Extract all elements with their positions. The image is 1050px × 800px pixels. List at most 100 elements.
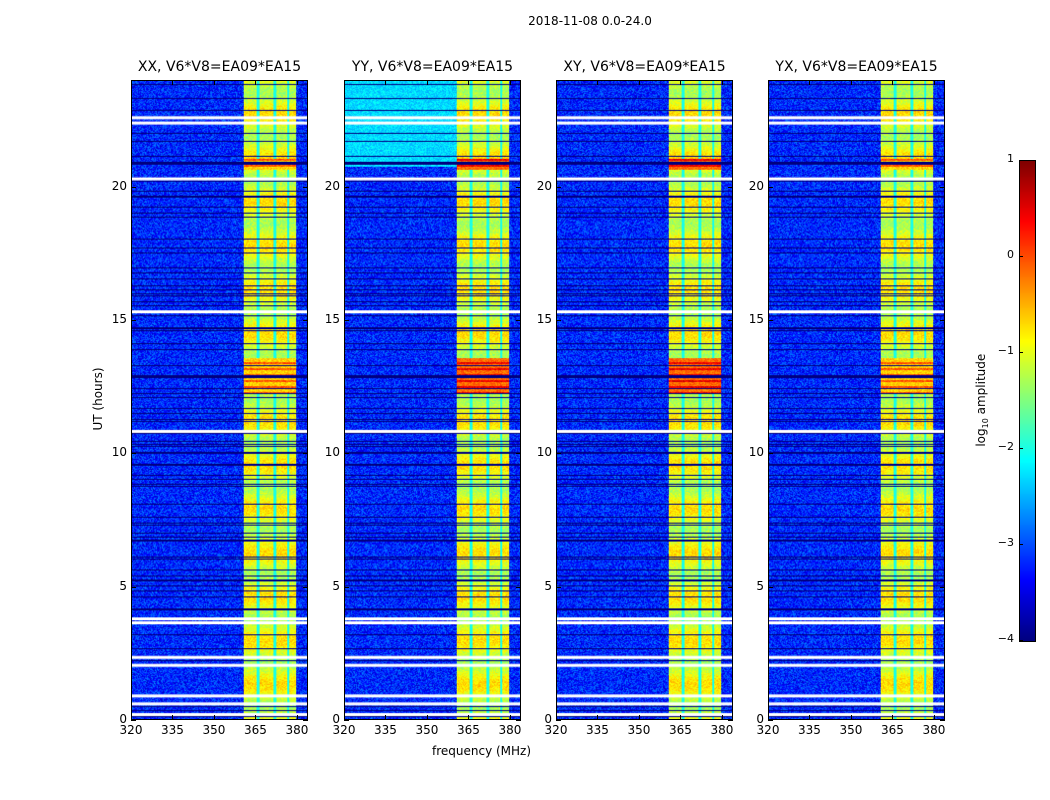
x-tick-mark bbox=[255, 715, 257, 720]
x-tick-label: 365 bbox=[881, 723, 904, 737]
y-tick-mark bbox=[556, 320, 561, 321]
x-tick-mark bbox=[638, 80, 640, 85]
x-tick-label: 380 bbox=[498, 723, 522, 737]
x-tick-mark bbox=[597, 715, 599, 720]
x-tick-mark bbox=[509, 715, 511, 720]
y-tick-mark bbox=[768, 186, 773, 188]
y-tick-mark bbox=[344, 186, 349, 188]
y-tick-mark bbox=[940, 186, 945, 188]
x-tick-mark bbox=[850, 715, 852, 720]
x-tick-label: 335 bbox=[798, 723, 821, 737]
y-tick-mark bbox=[940, 586, 945, 588]
heatmap-xy bbox=[556, 80, 733, 720]
x-tick-mark bbox=[680, 80, 682, 85]
x-tick-label: 335 bbox=[374, 723, 397, 737]
colorbar-tick-label: −4 bbox=[997, 632, 1014, 645]
panel-title: XX, V6*V8=EA09*EA15 bbox=[137, 59, 302, 75]
y-tick-mark bbox=[131, 586, 136, 588]
x-tick-label: 350 bbox=[202, 723, 226, 737]
y-axis-label: UT (hours) bbox=[91, 367, 105, 431]
x-tick-label: 350 bbox=[627, 723, 651, 737]
x-tick-label: 380 bbox=[285, 723, 309, 737]
x-tick-label: 320 bbox=[119, 723, 143, 737]
x-tick-mark bbox=[385, 715, 387, 720]
y-tick-mark bbox=[344, 453, 349, 455]
x-tick-mark bbox=[556, 715, 557, 720]
y-tick-label: 10 bbox=[536, 445, 552, 460]
x-tick-mark bbox=[296, 715, 298, 720]
figure-suptitle: 2018-11-08 0.0-24.0 bbox=[528, 14, 652, 28]
colorbar-tick-label: −1 bbox=[997, 344, 1014, 357]
y-tick-mark bbox=[940, 453, 945, 455]
heatmap-yy bbox=[344, 80, 521, 720]
y-tick-label: 10 bbox=[111, 445, 127, 460]
x-tick-label: 380 bbox=[922, 723, 946, 737]
x-tick-mark bbox=[255, 80, 257, 85]
x-tick-mark bbox=[680, 715, 682, 720]
x-axis-label: frequency (MHz) bbox=[432, 744, 532, 758]
y-tick-label: 20 bbox=[111, 178, 127, 193]
y-tick-mark bbox=[344, 320, 349, 321]
y-tick-mark bbox=[344, 720, 349, 721]
colorbar-tick-mark bbox=[1019, 544, 1023, 545]
y-tick-label: 10 bbox=[324, 445, 340, 460]
panel-title: YY, V6*V8=EA09*EA15 bbox=[351, 59, 514, 75]
y-tick-mark bbox=[344, 586, 349, 588]
y-tick-label: 20 bbox=[536, 178, 552, 193]
y-tick-mark bbox=[131, 720, 136, 721]
colorbar-tick-mark bbox=[1019, 640, 1023, 641]
x-tick-mark bbox=[850, 80, 852, 85]
y-tick-label: 0 bbox=[119, 712, 127, 726]
x-tick-label: 350 bbox=[415, 723, 439, 737]
y-tick-mark bbox=[768, 720, 773, 721]
colorbar-tick-label: 0 bbox=[1007, 248, 1014, 261]
y-tick-mark bbox=[556, 720, 561, 721]
y-tick-mark bbox=[303, 186, 308, 188]
x-tick-mark bbox=[131, 715, 132, 720]
x-tick-mark bbox=[721, 715, 723, 720]
colorbar-tick-label: 1 bbox=[1007, 152, 1014, 165]
colorbar-tick-mark bbox=[1019, 448, 1023, 449]
y-tick-mark bbox=[303, 586, 308, 588]
y-tick-label: 0 bbox=[544, 712, 552, 726]
y-tick-label: 5 bbox=[332, 578, 340, 593]
x-tick-mark bbox=[296, 80, 298, 85]
x-tick-mark bbox=[768, 715, 769, 720]
x-tick-mark bbox=[172, 80, 174, 85]
x-tick-mark bbox=[172, 715, 174, 720]
x-tick-mark bbox=[213, 715, 215, 720]
x-tick-mark bbox=[892, 715, 894, 720]
colorbar-tick-label: −2 bbox=[997, 440, 1014, 453]
x-tick-mark bbox=[426, 715, 428, 720]
y-tick-label: 10 bbox=[748, 445, 764, 460]
x-tick-mark bbox=[213, 80, 215, 85]
x-tick-mark bbox=[809, 80, 811, 85]
panel-title: YX, V6*V8=EA09*EA15 bbox=[775, 59, 938, 75]
x-tick-mark bbox=[426, 80, 428, 85]
x-tick-mark bbox=[597, 80, 599, 85]
x-tick-mark bbox=[933, 715, 935, 720]
x-tick-mark bbox=[556, 80, 557, 85]
x-tick-mark bbox=[933, 80, 935, 85]
x-tick-mark bbox=[509, 80, 511, 85]
y-tick-mark bbox=[131, 320, 136, 321]
y-tick-label: 0 bbox=[332, 712, 340, 726]
y-tick-mark bbox=[516, 720, 521, 721]
y-tick-mark bbox=[728, 186, 733, 188]
x-tick-label: 320 bbox=[756, 723, 780, 737]
y-tick-mark bbox=[940, 320, 945, 321]
x-tick-mark bbox=[344, 80, 345, 85]
y-tick-label: 15 bbox=[536, 312, 552, 326]
x-tick-mark bbox=[468, 80, 470, 85]
colorbar-tick-mark bbox=[1019, 256, 1023, 257]
y-tick-label: 15 bbox=[111, 312, 127, 326]
x-tick-label: 335 bbox=[586, 723, 609, 737]
y-tick-mark bbox=[516, 586, 521, 588]
x-tick-label: 365 bbox=[669, 723, 692, 737]
panel-title: XY, V6*V8=EA09*EA15 bbox=[563, 59, 726, 75]
x-tick-label: 350 bbox=[839, 723, 863, 737]
y-tick-mark bbox=[940, 720, 945, 721]
x-tick-mark bbox=[809, 715, 811, 720]
y-tick-mark bbox=[728, 586, 733, 588]
colorbar-tick-label: −3 bbox=[997, 536, 1014, 549]
